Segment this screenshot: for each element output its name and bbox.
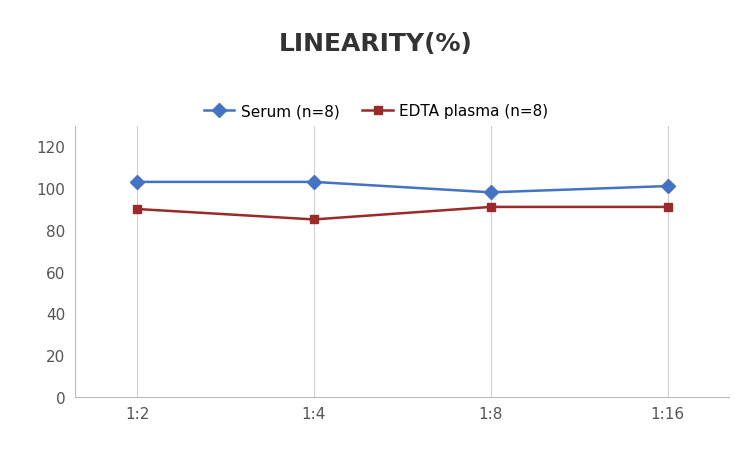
EDTA plasma (n=8) bbox=[132, 207, 141, 212]
EDTA plasma (n=8) bbox=[663, 205, 672, 210]
Line: EDTA plasma (n=8): EDTA plasma (n=8) bbox=[133, 203, 672, 224]
Serum (n=8) bbox=[309, 180, 318, 185]
EDTA plasma (n=8) bbox=[487, 205, 496, 210]
EDTA plasma (n=8) bbox=[309, 217, 318, 223]
Serum (n=8) bbox=[487, 190, 496, 196]
Line: Serum (n=8): Serum (n=8) bbox=[132, 178, 672, 198]
Serum (n=8) bbox=[132, 180, 141, 185]
Serum (n=8) bbox=[663, 184, 672, 189]
Legend: Serum (n=8), EDTA plasma (n=8): Serum (n=8), EDTA plasma (n=8) bbox=[198, 98, 554, 125]
Text: LINEARITY(%): LINEARITY(%) bbox=[279, 32, 473, 55]
